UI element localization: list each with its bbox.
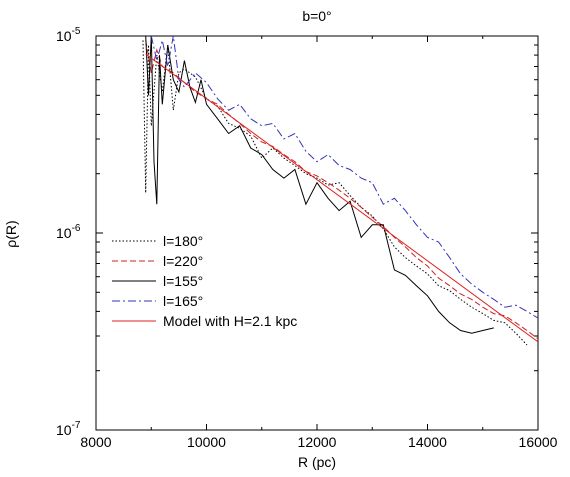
y-axis-label: ρ(R): [3, 220, 19, 247]
legend-label: l=155°: [163, 273, 203, 289]
plot-area: 8000 10000 12000 14000 16000 10-7 10-6 10-5: [56, 26, 558, 450]
legend: l=180° l=220° l=155° l=165° Model with H=2.1…: [112, 233, 297, 329]
series-line-5: [145, 53, 538, 343]
x-tick-label: 14000: [408, 434, 447, 450]
legend-label: l=165°: [163, 293, 203, 309]
legend-label: l=220°: [163, 253, 203, 269]
x-tick-label: 10000: [187, 434, 226, 450]
series-line-4: [150, 36, 538, 319]
y-tick-label: 10-7: [56, 420, 81, 438]
chart-title: b=0°: [302, 8, 331, 24]
series-line-2: [145, 40, 538, 340]
x-tick-label: 8000: [80, 434, 111, 450]
y-tick-label: 10-5: [56, 26, 81, 44]
x-tick-label: 12000: [298, 434, 337, 450]
legend-label: l=180°: [163, 233, 203, 249]
series-line-3: [145, 36, 494, 334]
series-group: [142, 36, 538, 346]
legend-label: Model with H=2.1 kpc: [163, 313, 297, 329]
x-tick-label: 16000: [519, 434, 558, 450]
x-axis-label: R (pc): [298, 454, 336, 470]
y-tick-label: 10-6: [56, 223, 81, 241]
series-line-1: [142, 40, 528, 346]
